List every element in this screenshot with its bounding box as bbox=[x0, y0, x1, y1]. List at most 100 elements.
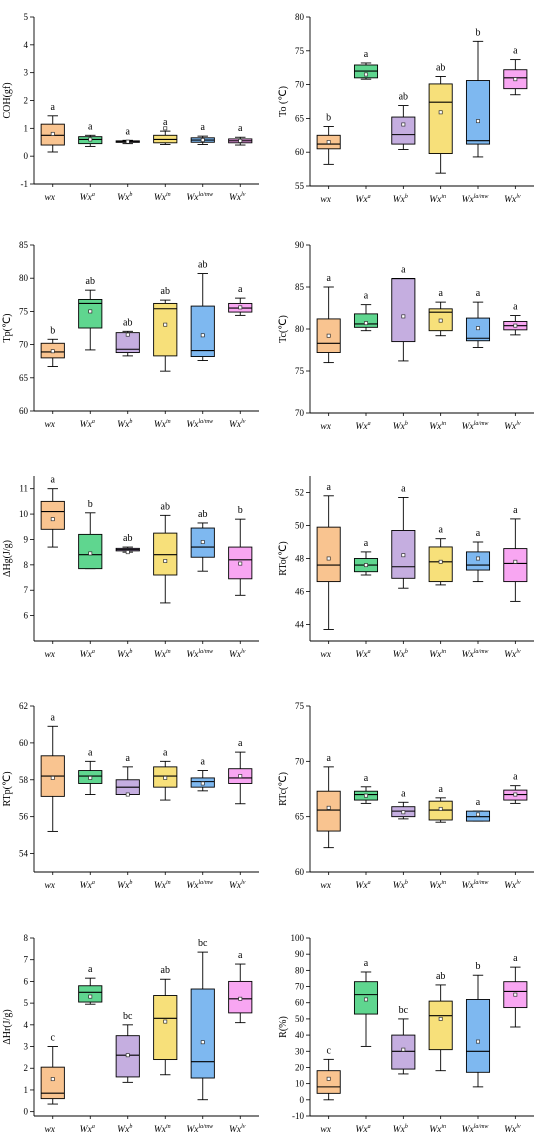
mean-marker bbox=[163, 559, 168, 563]
x-tick-label: Wxla/mw bbox=[462, 880, 489, 891]
iqr-box bbox=[316, 526, 341, 583]
significance-letter: a bbox=[201, 757, 206, 768]
box-Wxla: a Wxla/mw bbox=[462, 288, 491, 432]
y-tick-label: 11 bbox=[19, 484, 28, 494]
y-tick-label: 8 bbox=[24, 560, 29, 570]
y-tick-label: 5 bbox=[24, 12, 29, 22]
mean-marker bbox=[513, 323, 518, 328]
y-tick-label: 6 bbox=[24, 611, 29, 621]
y-tick-label: 55 bbox=[295, 181, 305, 191]
iqr-box bbox=[316, 1070, 341, 1094]
mean-marker bbox=[238, 305, 243, 310]
mean-marker bbox=[513, 792, 518, 797]
significance-letter: ab bbox=[399, 92, 408, 103]
chart-panel: -10 0 10 20 30 40 50 60 70 80 90 100 R(%) c wx a Wxa bc Wx… bbox=[278, 933, 534, 1135]
significance-letter: ab bbox=[123, 317, 132, 328]
significance-letter: a bbox=[238, 123, 243, 134]
significance-letter: a bbox=[51, 102, 56, 113]
iqr-box bbox=[465, 551, 491, 571]
significance-letter: a bbox=[513, 953, 518, 964]
iqr-box bbox=[115, 332, 140, 354]
significance-letter: a bbox=[364, 538, 369, 549]
box-Wxlv: a Wxlv bbox=[503, 46, 528, 205]
iqr-box bbox=[190, 988, 215, 1079]
mean-marker bbox=[476, 812, 480, 817]
box-Wxla: ab Wxla/mw bbox=[186, 509, 215, 660]
box-wx: c wx bbox=[40, 1033, 65, 1135]
significance-letter: a bbox=[238, 950, 243, 961]
significance-letter: a bbox=[476, 528, 481, 539]
box-Wxb: ab Wxb bbox=[391, 92, 416, 205]
mean-marker bbox=[50, 1077, 55, 1082]
significance-letter: a bbox=[513, 46, 518, 57]
y-tick-label: 80 bbox=[295, 12, 305, 22]
mean-marker bbox=[88, 309, 93, 314]
box-Wxlv: a Wxlv bbox=[503, 505, 528, 660]
x-tick-label: wx bbox=[320, 195, 331, 205]
mean-marker bbox=[238, 774, 243, 779]
x-tick-label: Wxa bbox=[80, 1124, 95, 1135]
mean-marker bbox=[200, 540, 205, 544]
x-tick-label: Wxb bbox=[393, 649, 408, 660]
y-tick-label: 7 bbox=[24, 585, 29, 595]
mean-marker bbox=[326, 805, 331, 810]
y-tick-label: 48 bbox=[295, 554, 305, 564]
box-Wxb: ab Wxb bbox=[115, 533, 140, 660]
y-axis-label: RTo(℃) bbox=[278, 541, 289, 575]
y-tick-label: 70 bbox=[295, 80, 305, 90]
mean-marker bbox=[238, 561, 243, 566]
box-Wxb: a Wxb bbox=[115, 753, 140, 891]
iqr-box bbox=[78, 298, 103, 329]
y-tick-label: 0 bbox=[24, 151, 29, 161]
y-tick-label: 30 bbox=[295, 1046, 305, 1056]
significance-letter: a bbox=[163, 117, 168, 128]
mean-marker bbox=[125, 792, 130, 797]
box-Wxla: b Wxla/mw bbox=[462, 961, 491, 1135]
x-tick-label: wx bbox=[320, 422, 331, 432]
box-Wxa: ab Wxa bbox=[78, 276, 103, 430]
box-Wxla: a Wxla/mw bbox=[186, 757, 215, 891]
x-tick-label: Wxin bbox=[154, 880, 171, 891]
y-tick-label: 65 bbox=[19, 373, 29, 383]
significance-letter: a bbox=[326, 753, 331, 764]
significance-letter: a bbox=[364, 773, 369, 784]
iqr-box bbox=[428, 546, 453, 583]
y-tick-label: 56 bbox=[19, 812, 29, 822]
significance-letter: b bbox=[326, 113, 331, 124]
box-Wxin: ab Wxin bbox=[428, 971, 453, 1135]
box-Wxa: a Wxa bbox=[78, 121, 103, 203]
box-Wxin: a Wxin bbox=[428, 784, 453, 891]
x-tick-label: Wxlv bbox=[229, 649, 246, 660]
x-tick-label: Wxla/mw bbox=[462, 194, 489, 205]
y-axis-label: RTp(℃) bbox=[2, 771, 13, 806]
significance-letter: ab bbox=[161, 501, 170, 512]
y-tick-label: -1 bbox=[21, 179, 29, 189]
x-tick-label: Wxla/mw bbox=[186, 1124, 213, 1135]
box-Wxlv: a Wxlv bbox=[503, 953, 528, 1135]
mean-marker bbox=[200, 138, 205, 142]
significance-letter: a bbox=[364, 291, 369, 302]
y-tick-label: 46 bbox=[295, 587, 305, 597]
mean-marker bbox=[88, 551, 93, 556]
x-tick-label: wx bbox=[44, 650, 55, 660]
y-tick-label: 75 bbox=[295, 701, 305, 711]
mean-marker bbox=[438, 559, 443, 564]
box-Wxla: a Wxla/mw bbox=[462, 797, 491, 891]
box-Wxb: a Wxb bbox=[391, 788, 416, 891]
box-Wxa: a Wxa bbox=[353, 49, 379, 205]
box-Wxa: b Wxa bbox=[78, 499, 103, 660]
significance-letter: a bbox=[401, 265, 406, 276]
y-axis-label: R(%) bbox=[278, 1016, 289, 1038]
significance-letter: b bbox=[88, 499, 93, 510]
x-tick-label: Wxin bbox=[154, 419, 171, 430]
significance-letter: a bbox=[326, 273, 331, 284]
x-tick-label: Wxa bbox=[80, 419, 95, 430]
box-wx: a wx bbox=[316, 753, 341, 891]
box-Wxa: a Wxa bbox=[353, 773, 379, 891]
chart-panel: 7075808590Tc(℃)awxaWxaaWxbaWxinaWxla/mwa… bbox=[278, 240, 534, 432]
x-tick-label: wx bbox=[320, 1125, 331, 1135]
iqr-box bbox=[465, 80, 491, 145]
box-Wxin: ab Wxin bbox=[428, 62, 453, 205]
iqr-box bbox=[153, 995, 178, 1061]
